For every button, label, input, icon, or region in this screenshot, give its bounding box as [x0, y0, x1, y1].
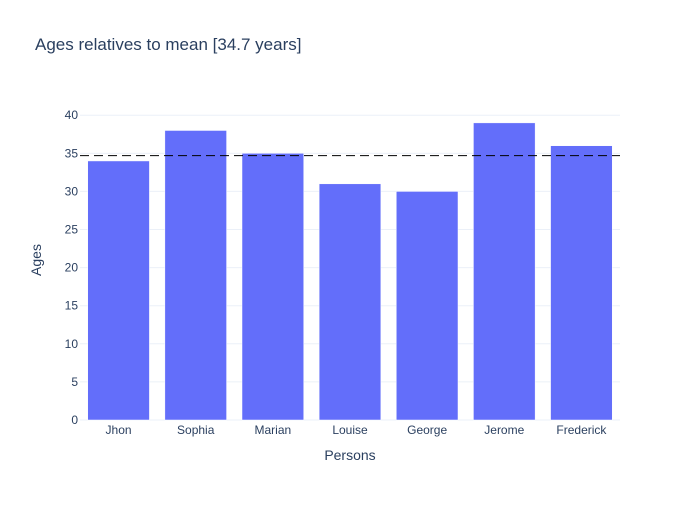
y-tick-label: 30 — [65, 184, 79, 198]
x-tick-labels: Jhon Sophia Marian Louise George Jerome Freder… — [106, 423, 608, 437]
x-tick-label: Marian — [255, 423, 292, 437]
x-tick-label: George — [407, 423, 447, 437]
chart-title: Ages relatives to mean [34.7 years] — [35, 35, 301, 54]
x-tick-label: Jhon — [106, 423, 132, 437]
x-tick-label: Jerome — [484, 423, 524, 437]
y-tick-label: 40 — [65, 108, 79, 122]
y-tick-label: 0 — [71, 413, 78, 427]
x-tick-label: Frederick — [556, 423, 607, 437]
y-tick-label: 35 — [65, 146, 79, 160]
y-tick-label: 15 — [65, 299, 79, 313]
y-tick-labels: 0 5 10 15 20 25 30 35 40 — [65, 108, 79, 427]
bar[interactable] — [87, 160, 150, 421]
bars — [87, 122, 613, 421]
y-tick-label: 25 — [65, 223, 79, 237]
y-axis-title: Ages — [28, 244, 44, 276]
bar[interactable] — [241, 153, 304, 421]
bar[interactable] — [550, 145, 613, 421]
bar[interactable] — [473, 122, 536, 421]
y-tick-label: 10 — [65, 337, 79, 351]
bar[interactable] — [396, 191, 459, 421]
y-tick-label: 20 — [65, 261, 79, 275]
x-tick-label: Sophia — [177, 423, 215, 437]
bar[interactable] — [164, 130, 227, 421]
bar[interactable] — [318, 183, 382, 421]
x-tick-label: Louise — [332, 423, 368, 437]
x-axis-title: Persons — [324, 447, 375, 463]
y-tick-label: 5 — [71, 375, 78, 389]
